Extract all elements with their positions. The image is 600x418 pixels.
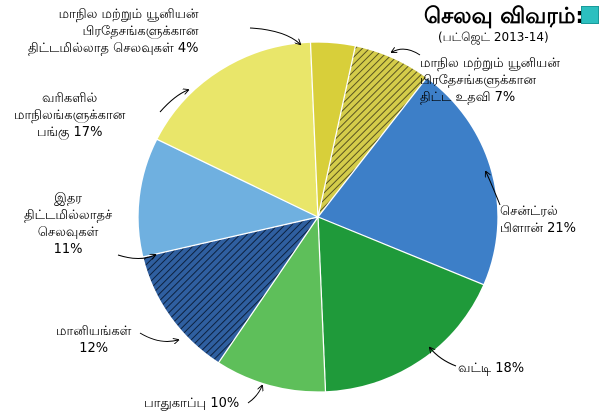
pie-slice-other-nonplan [137,138,320,258]
label-other-nonplan: இதர திட்டமில்லாதச் செலவுகள் 11% [24,191,113,257]
leader-subsidies [139,332,178,341]
label-defence: பாதுகாப்பு 10% [144,396,240,411]
legend-swatch [581,6,599,24]
leader-defence [247,386,262,404]
chart-subtitle: (பட்ஜெட் 2013-14) [438,30,549,44]
leader-other-nonplan [117,255,155,259]
leader-plan-assist [392,49,421,56]
label-interest: வட்டி 18% [458,361,525,376]
chart-title: செலவு விவரம்: [424,4,585,29]
pie-slice-defence [217,215,327,393]
pie-slice-tax-share [155,41,319,218]
pie-slice-interest [317,216,485,393]
leader-nonplan-states [249,27,300,44]
pie-slice-subsidies [142,216,320,364]
label-subsidies: மானியங்கள் 12% [56,324,132,356]
pie-slice-central-plan [317,76,499,286]
leader-central-plan [486,172,501,206]
leader-interest [430,348,457,367]
pie-slice-nonplan-states [309,41,357,218]
label-tax-share: வரிகளில் மாநிலங்களுக்கான பங்கு 17% [14,91,126,140]
leader-tax-share [159,90,188,113]
label-central-plan: சென்ட்ரல் பிளான் 21% [500,204,577,236]
label-plan-assist: மாநில மற்றும் யூனியன் பிரதேசங்களுக்கான த… [420,56,560,105]
label-nonplan-states: மாநில மற்றும் யூனியன் பிரதேசங்களுக்கான த… [28,7,199,56]
